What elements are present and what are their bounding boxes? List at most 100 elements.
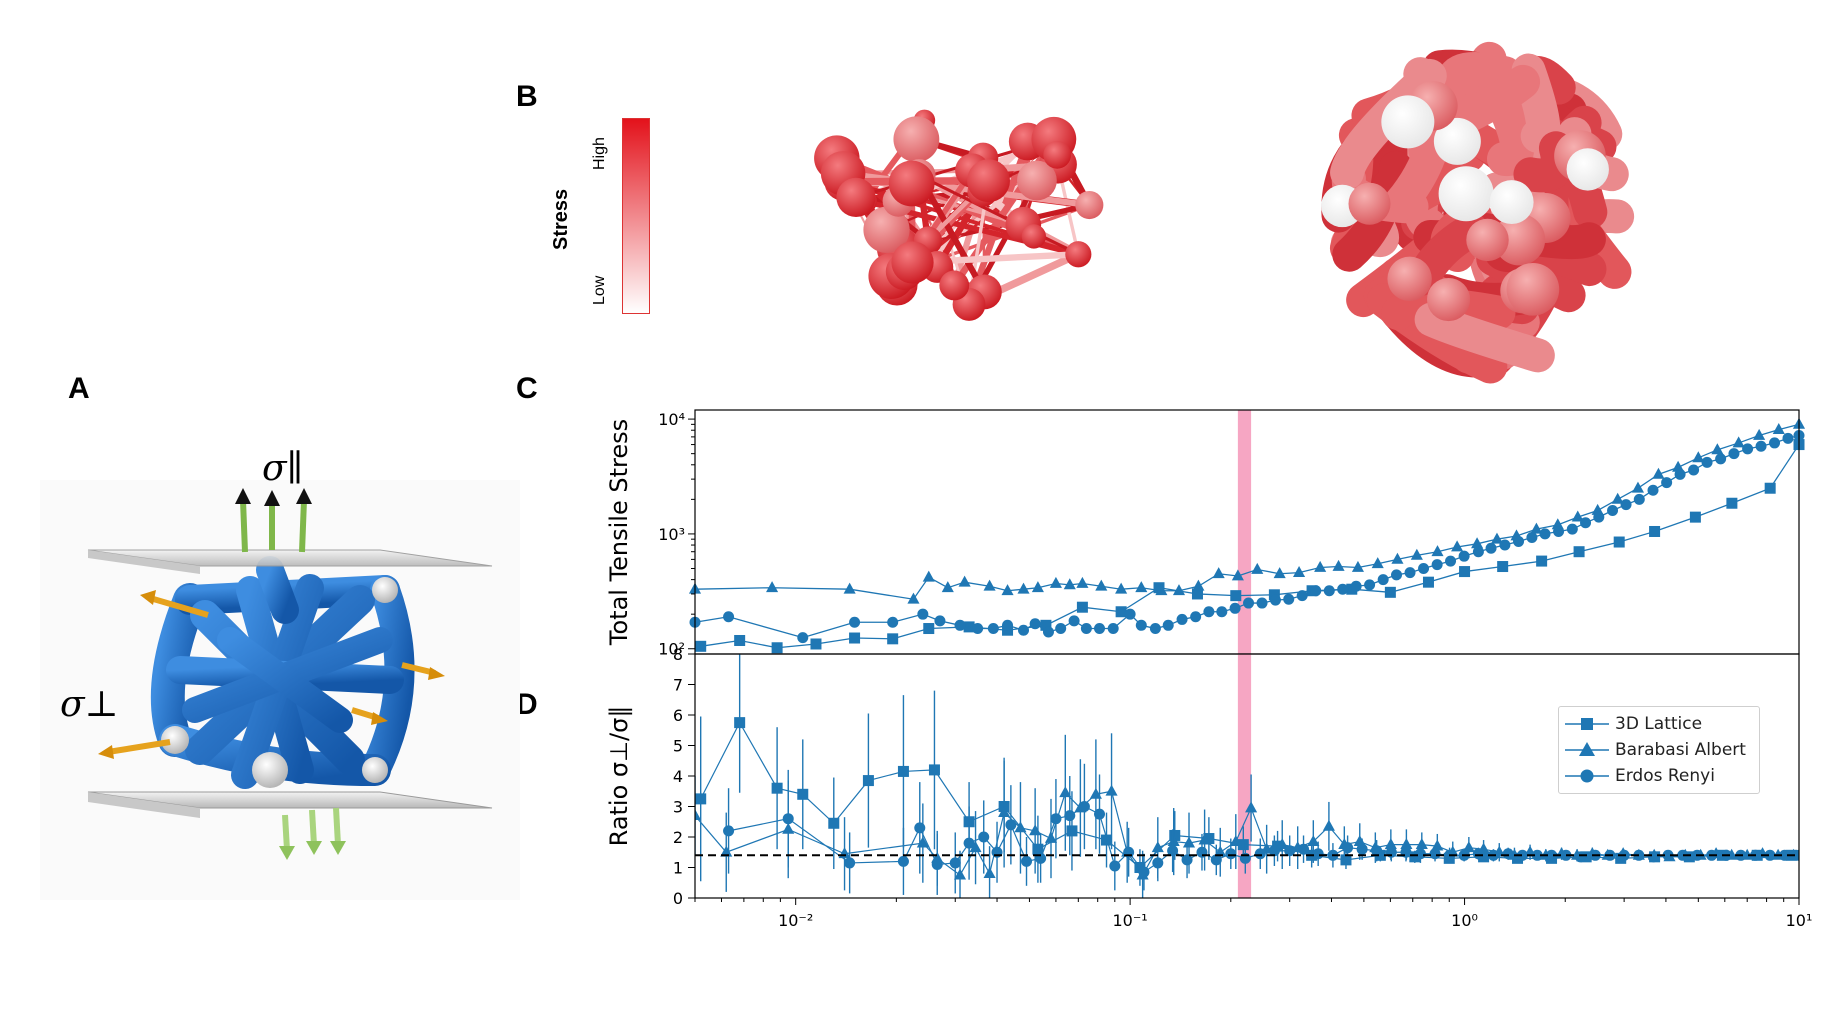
legend-label-3d-lattice: 3D Lattice (1615, 714, 1703, 734)
data-point (1649, 525, 1661, 537)
data-point (1138, 866, 1150, 878)
data-point (1458, 550, 1470, 562)
data-point (1662, 849, 1674, 861)
network-node (1021, 224, 1047, 249)
data-point (1410, 548, 1423, 560)
y-axis-label: Ratio σ⊥/σ∥ (605, 706, 633, 847)
parallel-stress-arrows-up (240, 499, 307, 553)
data-point (1574, 851, 1586, 863)
data-point (1066, 825, 1078, 837)
data-point (1631, 481, 1645, 493)
data-point (1014, 821, 1027, 833)
data-point (1732, 436, 1745, 448)
network-junction (1438, 166, 1494, 222)
data-point (941, 581, 954, 593)
data-point (1296, 590, 1308, 602)
data-point (1310, 585, 1322, 597)
data-point (1753, 428, 1766, 440)
legend: 3D Lattice Barabasi Albert Erdos Renyi (1558, 706, 1760, 794)
data-point (723, 825, 735, 837)
data-point (1029, 618, 1041, 630)
network-node (252, 752, 288, 788)
network-node (1065, 241, 1092, 268)
legend-marker-circle (1565, 769, 1609, 783)
series-line (728, 805, 1799, 873)
data-point (1499, 539, 1511, 551)
network-tube (1414, 302, 1555, 373)
data-point (1337, 583, 1349, 595)
data-point (1153, 582, 1165, 594)
data-point (1312, 848, 1324, 860)
data-point (1135, 619, 1147, 631)
data-point (1115, 582, 1128, 594)
rod-network (150, 556, 415, 789)
data-point (963, 837, 975, 849)
highlight-band (1237, 654, 1252, 898)
network-junction (1348, 182, 1391, 225)
network-node (893, 116, 940, 163)
data-point (720, 845, 733, 857)
data-point (1513, 535, 1525, 547)
data-point (1391, 552, 1404, 564)
y-tick-label: 4 (673, 767, 683, 786)
data-point (1490, 532, 1504, 544)
panel-label-a: A (68, 372, 90, 405)
colorbar-title: Stress (550, 188, 572, 250)
data-point (1307, 834, 1320, 846)
data-point (1001, 584, 1014, 596)
data-point (797, 788, 809, 800)
legend-label-barabasi-albert: Barabasi Albert (1615, 740, 1746, 760)
data-point (1002, 619, 1014, 631)
network-node (967, 159, 1010, 203)
data-point (782, 813, 794, 825)
data-point (1298, 843, 1310, 855)
y-tick-label: 3 (673, 798, 683, 817)
legend-marker-square (1565, 718, 1609, 730)
series-3d-lattice (695, 439, 1805, 654)
data-point (1652, 467, 1665, 479)
data-point (1371, 557, 1384, 569)
panel-label-d: D (516, 688, 538, 721)
data-point (1243, 597, 1255, 609)
data-point (969, 841, 982, 853)
data-point (1571, 510, 1584, 522)
data-point (1580, 517, 1592, 529)
data-point (1229, 602, 1241, 614)
network-junction (1381, 95, 1435, 149)
data-point (1225, 848, 1237, 860)
data-point (1497, 561, 1509, 573)
y-tick-label: 8 (673, 645, 683, 664)
legend-item-barabasi-albert: Barabasi Albert (1559, 737, 1759, 763)
data-point (1135, 581, 1148, 593)
legend-item-3d-lattice: 3D Lattice (1559, 711, 1759, 737)
data-point (1251, 562, 1264, 574)
stress-network-renderings (814, 42, 1635, 384)
data-point (695, 793, 707, 805)
network-node (161, 726, 189, 754)
data-point (1384, 586, 1396, 598)
data-point (1076, 601, 1088, 613)
data-point (1107, 623, 1119, 635)
data-point (1245, 801, 1258, 813)
network-node (863, 206, 910, 253)
network-node (939, 270, 970, 301)
data-point (1485, 542, 1497, 554)
sigma-parallel-label: σ∥ (262, 448, 304, 489)
data-point (1101, 834, 1113, 846)
data-point (1351, 560, 1365, 572)
y-tick-label: 6 (673, 706, 683, 725)
data-point (1109, 860, 1121, 872)
data-point (1105, 784, 1118, 796)
data-point (766, 581, 779, 593)
data-point (1516, 849, 1528, 861)
legend-item-erdos-renyi: Erdos Renyi (1559, 763, 1759, 789)
network-junction (1433, 117, 1481, 165)
data-point (849, 616, 861, 628)
data-point (953, 868, 967, 880)
data-point (1431, 559, 1443, 571)
data-point (928, 764, 940, 776)
data-point (1078, 801, 1090, 812)
data-point (1162, 619, 1174, 631)
x-tick-label: 10⁻² (778, 911, 813, 930)
tube-network (1321, 42, 1635, 384)
